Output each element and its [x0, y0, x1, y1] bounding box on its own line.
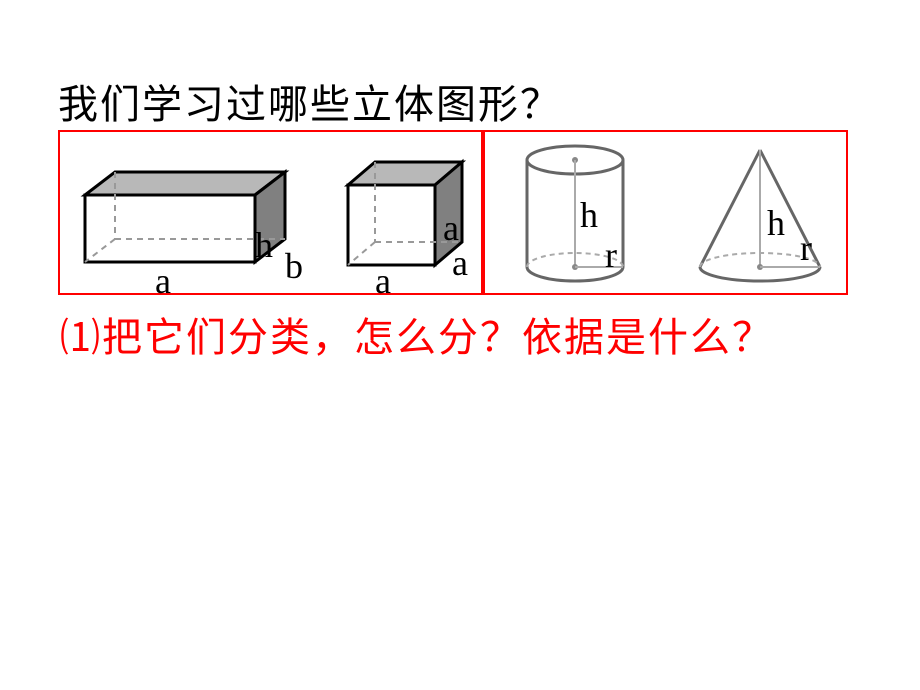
cone-radius-label: r — [800, 227, 812, 269]
cuboid-length-label: a — [155, 260, 171, 302]
round-group-box: h r h r — [483, 130, 848, 295]
cube-edge2-label: a — [452, 242, 468, 284]
cone-height-label: h — [767, 202, 785, 244]
page-title: 我们学习过哪些立体图形？ — [58, 72, 562, 130]
cylinder-shape — [515, 142, 635, 287]
cube-edge3-label: a — [375, 260, 391, 302]
cone-shape — [685, 142, 835, 287]
prism-group-box: h b a a a a — [58, 130, 483, 295]
cylinder-radius-label: r — [605, 234, 617, 276]
figures-container: h b a a a a h — [58, 130, 848, 295]
question-text: ⑴把它们分类，怎么分？依据是什么？ — [60, 305, 774, 363]
cylinder-height-label: h — [580, 194, 598, 236]
cuboid-width-label: b — [285, 245, 303, 287]
cuboid-height-label: h — [255, 224, 273, 266]
